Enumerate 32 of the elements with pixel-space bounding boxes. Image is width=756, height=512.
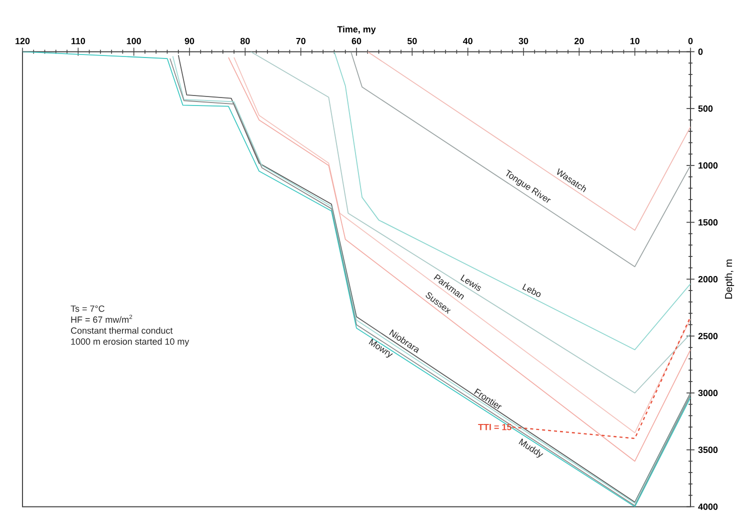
x-tick-label: 40	[462, 38, 472, 44]
x-tick-label: 20	[574, 38, 584, 44]
x-tick-label: 30	[518, 38, 528, 44]
annotation: Constant thermal conduct	[71, 327, 173, 334]
annotation: HF = 67 mw/m$^{2}$	[71, 314, 132, 323]
series-label: TTI = 15	[478, 424, 512, 430]
y-tick-label: 3000	[698, 390, 718, 396]
y-tick-label: 500	[698, 105, 713, 112]
y-tick-label: 0	[698, 48, 703, 55]
x-tick-label: 90	[184, 38, 194, 44]
x-tick-label: 120	[16, 38, 30, 44]
y-tick-label: 2000	[698, 276, 718, 282]
y-tick-label: 4000	[698, 504, 718, 510]
x-tick-label: 110	[71, 38, 86, 44]
x-tick-label: 80	[240, 38, 250, 44]
annotation: 1000 m erosion started 10 my	[71, 338, 190, 346]
y-tick-label: 2500	[698, 332, 718, 340]
line-series	[350, 52, 690, 268]
y-axis-title: Depth, m	[724, 260, 734, 299]
text: Lebo	[522, 284, 541, 297]
y-tick-label: 1000	[698, 162, 718, 169]
line-series	[22, 52, 690, 507]
annotation: Ts = 7°C	[70, 305, 104, 312]
x-tick-label: 70	[296, 38, 306, 44]
x-tick-label: 0	[688, 38, 693, 44]
y-tick-label: 3500	[698, 446, 718, 454]
x-tick-label: 10	[630, 38, 640, 44]
x-tick-label: 60	[352, 38, 362, 44]
x-tick-label: 100	[126, 38, 141, 44]
x-axis-title: Time, my	[337, 26, 376, 34]
x-tick-label: 50	[407, 38, 417, 44]
y-tick-label: 1500	[698, 219, 718, 226]
